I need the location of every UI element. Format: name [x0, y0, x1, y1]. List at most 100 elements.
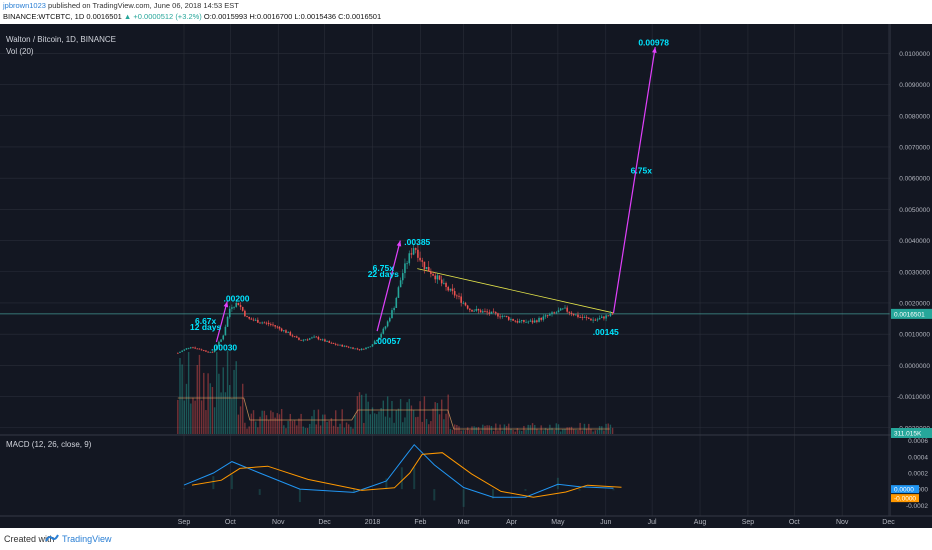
- volume-bar: [428, 424, 430, 434]
- volume-bar: [298, 418, 300, 434]
- macd-histogram-bar: [556, 477, 559, 490]
- volume-bar: [324, 414, 326, 434]
- volume-bar: [456, 424, 458, 434]
- volume-bar: [572, 429, 575, 434]
- volume-bar: [244, 422, 246, 434]
- candle-body: [536, 320, 538, 322]
- candle-body: [276, 326, 279, 328]
- candle-body: [183, 349, 186, 351]
- published-text: published on TradingView.com, June 06, 2…: [48, 1, 239, 10]
- candle-body: [274, 325, 276, 327]
- annotation-label: 22 days: [368, 269, 399, 279]
- candle-body: [384, 326, 387, 329]
- candle-body: [222, 335, 225, 340]
- volume-bar: [430, 421, 432, 434]
- macd-histogram-bar: [433, 489, 436, 501]
- volume-legend: Vol (20): [6, 47, 34, 56]
- annotation-label: .00057: [375, 336, 401, 346]
- volume-bar: [518, 430, 521, 434]
- volume-bar: [551, 427, 553, 434]
- candle-body: [345, 345, 348, 347]
- chart-area[interactable]: 6.67x 12 days .00200.00030 6.75x 22 days .003…: [0, 24, 932, 528]
- arrow-projection-head: [652, 47, 657, 53]
- volume-bars: [177, 350, 614, 434]
- candle-body: [343, 345, 346, 347]
- candle-body: [469, 308, 471, 310]
- price-tick-label: 0.0050000: [899, 207, 930, 214]
- price-tick-label: -0.0010000: [897, 394, 930, 401]
- x-tick-label: Jul: [648, 519, 657, 526]
- candle-body: [263, 322, 266, 324]
- macd-tick-label: 0.0002: [908, 470, 928, 477]
- candle-body: [211, 351, 214, 353]
- x-tick-label: Oct: [789, 519, 800, 526]
- tradingview-brand-link[interactable]: TradingView: [62, 534, 112, 544]
- annotation-label: .00030: [211, 342, 237, 352]
- candle-body: [460, 296, 462, 303]
- macd-histogram-bar: [578, 489, 581, 491]
- volume-bar: [274, 417, 276, 434]
- volume-bar: [609, 424, 612, 434]
- volume-bar: [222, 367, 224, 434]
- volume-bar: [239, 406, 242, 434]
- volume-bar: [544, 427, 547, 434]
- volume-bar: [527, 424, 529, 434]
- x-tick-label: 2018: [365, 519, 381, 526]
- candle-body: [358, 349, 361, 351]
- candle-body: [194, 347, 196, 349]
- candle-body: [605, 315, 607, 319]
- candle-body: [189, 347, 192, 349]
- candle-body: [239, 305, 242, 307]
- x-tick-label: Sep: [178, 519, 191, 526]
- candle-body: [533, 320, 536, 323]
- volume-bar: [497, 430, 499, 434]
- volume-bar: [529, 425, 532, 434]
- x-tick-label: Dec: [318, 519, 331, 526]
- volume-bar: [317, 409, 320, 434]
- volume-bar: [270, 410, 272, 434]
- price-tick-label: 0.0010000: [899, 332, 930, 339]
- author-link[interactable]: jpbrown1023: [3, 1, 46, 10]
- candle-body: [440, 279, 443, 284]
- candle-body: [555, 312, 558, 314]
- volume-bar: [380, 407, 382, 434]
- volume-bar: [216, 352, 218, 434]
- candle-body: [200, 349, 203, 351]
- candle-body: [287, 332, 289, 333]
- candle-body: [549, 314, 551, 316]
- candle-body: [261, 322, 263, 324]
- candle-body: [497, 313, 499, 317]
- volume-bar: [378, 411, 380, 434]
- macd-histogram-bar: [352, 489, 355, 493]
- volume-bar: [287, 420, 289, 434]
- volume-bar: [521, 430, 523, 434]
- candle-body: [298, 337, 300, 340]
- volume-bar: [229, 385, 231, 434]
- volume-bar: [570, 426, 573, 434]
- volume-bar: [296, 425, 298, 434]
- volume-bar: [404, 417, 406, 434]
- volume-bar: [293, 420, 296, 434]
- volume-bar: [386, 396, 389, 434]
- candle-body: [572, 314, 575, 316]
- candle-body: [220, 339, 222, 342]
- x-tick-label: Apr: [506, 519, 518, 526]
- volume-bar: [534, 424, 536, 434]
- candle-body: [611, 313, 614, 315]
- candle-body: [246, 316, 248, 317]
- volume-bar: [397, 408, 400, 434]
- candle-body: [464, 302, 467, 306]
- candle-body: [538, 317, 540, 322]
- candle-body: [603, 316, 605, 319]
- x-tick-label: May: [551, 519, 565, 526]
- candle-body: [425, 266, 428, 270]
- candle-body: [564, 307, 566, 309]
- candle-body: [328, 341, 331, 343]
- candle-body: [319, 339, 322, 341]
- annotation-label: .00200: [224, 293, 250, 303]
- volume-ma: [177, 397, 610, 430]
- candle-body: [505, 315, 508, 317]
- x-tick-label: Sep: [742, 519, 755, 526]
- candle-body: [490, 311, 493, 314]
